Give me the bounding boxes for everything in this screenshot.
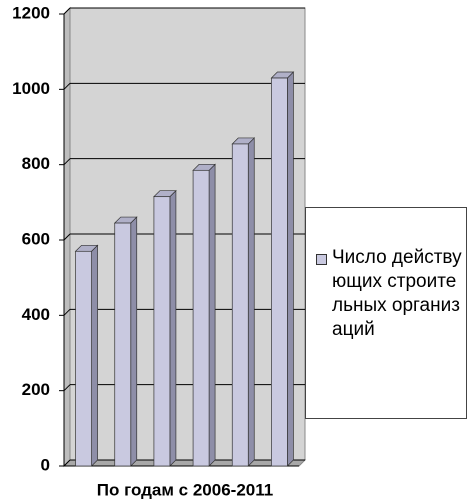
bar-side [169,189,177,467]
grid-line-side [63,82,71,90]
bar [75,250,92,467]
legend: Число действующих строительных организац… [305,207,467,419]
bar-side [247,137,255,467]
bar-side [287,71,294,467]
y-tick-label: 800 [22,154,50,173]
floor [62,459,307,467]
grid-line-side [63,384,71,392]
y-tick-label: 200 [22,380,50,399]
x-axis-title: По годам с 2006-2011 [97,480,273,499]
legend-marker [316,254,327,265]
grid-line-side [63,459,71,467]
bar-side [130,216,138,467]
grid-line-side [63,308,71,316]
bar [271,77,288,467]
bar [114,222,132,467]
bar-side [91,244,98,467]
y-tick-label: 600 [22,229,50,248]
bar [153,196,171,467]
grid-line-side [63,158,71,166]
y-tick-label: 1200 [12,3,50,22]
y-tick-label: 0 [41,455,50,474]
y-tick-label: 400 [22,305,50,324]
bar [192,169,210,467]
legend-label: Число действующих строительных организац… [332,247,462,340]
y-tick-label: 1000 [12,79,50,98]
bar-side [208,163,216,467]
bar [231,143,249,467]
grid-line-side [63,7,71,15]
grid-line-side [63,233,71,241]
